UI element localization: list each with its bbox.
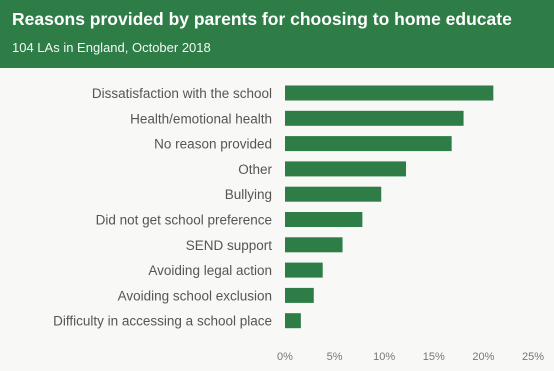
plot-area: Dissatisfaction with the school Health/em… [0, 68, 554, 371]
chart-title: Reasons provided by parents for choosing… [12, 9, 512, 29]
bar [285, 262, 323, 278]
bar [285, 136, 452, 152]
x-tick-label: 0% [277, 351, 293, 363]
category-label: Health/emotional health [130, 111, 272, 126]
bar [285, 212, 363, 227]
bar-chart: Dissatisfaction with the school Health/em… [53, 85, 544, 363]
bar [285, 85, 494, 101]
category-label: Dissatisfaction with the school [92, 86, 272, 101]
category-label: No reason provided [154, 137, 272, 152]
bar [285, 110, 464, 126]
category-label: Did not get school preference [96, 213, 272, 228]
chart-header: Reasons provided by parents for choosing… [0, 0, 554, 68]
x-tick-label: 25% [522, 351, 544, 363]
x-tick-label: 10% [373, 351, 395, 363]
bar [285, 287, 314, 303]
category-label: SEND support [186, 238, 273, 253]
category-label: Other [238, 162, 272, 177]
chart-subtitle: 104 LAs in England, October 2018 [12, 40, 211, 55]
category-label: Avoiding school exclusion [118, 288, 272, 303]
category-label: Avoiding legal action [148, 263, 272, 278]
bar [285, 186, 382, 202]
bar [285, 313, 301, 329]
x-tick-label: 20% [472, 351, 494, 363]
category-label: Difficulty in accessing a school place [53, 314, 272, 329]
x-tick-label: 15% [423, 351, 445, 363]
x-tick-label: 5% [327, 351, 343, 363]
bar [285, 161, 407, 177]
bar [285, 237, 343, 253]
category-label: Bullying [225, 187, 272, 202]
